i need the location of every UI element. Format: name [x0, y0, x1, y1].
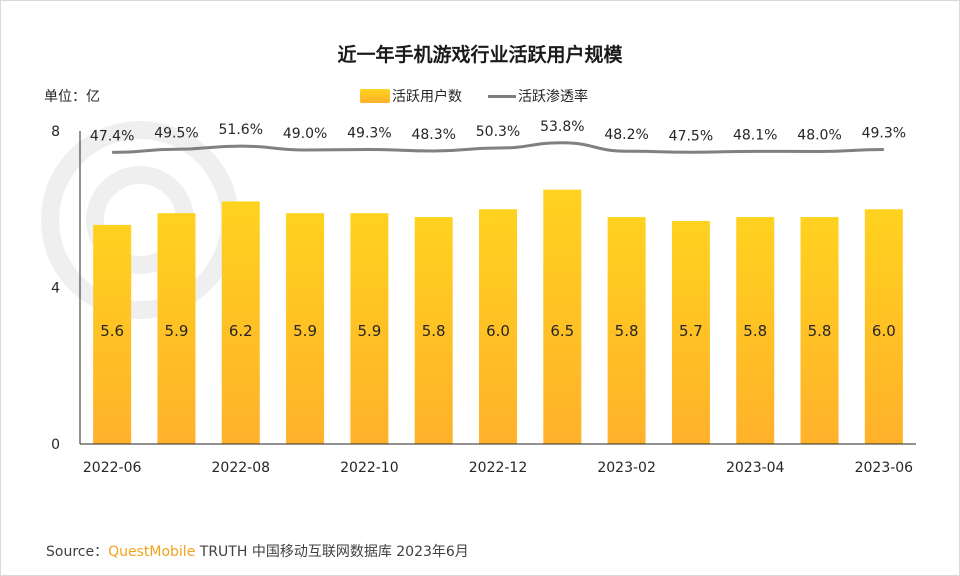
line-value-label: 53.8% [540, 119, 584, 135]
line-value-label: 50.3% [476, 124, 520, 140]
y-tick-label: 0 [51, 437, 60, 453]
line-value-label: 49.3% [347, 126, 391, 142]
line-value-label: 47.5% [669, 128, 713, 144]
bar-2022-07 [157, 213, 196, 444]
legend-line-swatch [488, 94, 516, 98]
bar-value-label: 6.5 [550, 322, 574, 340]
x-tick-label: 2023-04 [726, 460, 785, 476]
series-line-活跃渗透率 [112, 141, 884, 154]
line-value-label: 48.1% [733, 127, 777, 143]
legend: 活跃用户数 活跃渗透率 [360, 86, 588, 106]
bar-2023-06 [864, 209, 903, 444]
bar-2023-01 [543, 189, 582, 444]
bar-value-label: 6.0 [486, 322, 510, 340]
bar-value-label: 5.9 [357, 322, 381, 340]
bar-2022-10 [350, 213, 389, 444]
line-value-label: 49.0% [283, 126, 327, 142]
bar-value-label: 5.9 [293, 322, 317, 340]
line-value-label: 49.5% [154, 125, 198, 141]
line-value-label: 48.3% [411, 127, 455, 143]
bar-value-label: 5.8 [743, 322, 767, 340]
legend-bar-swatch [360, 89, 390, 103]
bar-2022-06 [93, 224, 132, 444]
x-tick-label: 2022-10 [340, 460, 399, 476]
line-value-label: 48.0% [797, 128, 841, 144]
line-value-label: 47.4% [90, 128, 134, 144]
bar-2022-09 [286, 213, 325, 444]
y-tick-label: 4 [51, 281, 60, 297]
unit-label: 单位：亿 [44, 89, 100, 105]
line-value-label: 48.2% [604, 127, 648, 143]
bar-value-label: 5.7 [679, 322, 703, 340]
y-tick-label: 8 [51, 124, 60, 140]
source-suffix: TRUTH 中国移动互联网数据库 2023年6月 [195, 544, 469, 560]
bar-value-label: 5.6 [100, 322, 124, 340]
bar-value-label: 5.8 [808, 322, 832, 340]
x-tick-label: 2023-06 [855, 460, 914, 476]
chart-title: 近一年手机游戏行业活跃用户规模 [337, 44, 623, 66]
source-brand: QuestMobile [108, 544, 196, 560]
line-value-label: 49.3% [862, 126, 906, 142]
bar-2023-02 [607, 217, 646, 444]
legend-line-label: 活跃渗透率 [518, 89, 588, 105]
bar-2022-11 [414, 217, 453, 444]
legend-bar-label: 活跃用户数 [392, 89, 462, 105]
bar-2023-05 [800, 217, 839, 444]
bar-value-label: 6.0 [872, 322, 896, 340]
x-tick-label: 2022-12 [469, 460, 528, 476]
bar-2023-03 [671, 220, 710, 444]
bar-value-label: 5.9 [165, 322, 189, 340]
x-tick-label: 2022-06 [83, 460, 142, 476]
bar-2022-12 [479, 209, 517, 444]
bar-value-label: 5.8 [615, 322, 639, 340]
x-tick-label: 2022-08 [212, 460, 271, 476]
bar-2023-04 [736, 217, 775, 444]
source-prefix: Source： [46, 544, 109, 560]
bar-value-label: 6.2 [229, 322, 253, 340]
line-value-label: 51.6% [219, 122, 263, 138]
bar-value-label: 5.8 [422, 322, 446, 340]
bar-2022-08 [221, 201, 260, 444]
x-tick-label: 2023-02 [597, 460, 656, 476]
source-note: Source：QuestMobile TRUTH 中国移动互联网数据库 2023… [46, 541, 469, 561]
